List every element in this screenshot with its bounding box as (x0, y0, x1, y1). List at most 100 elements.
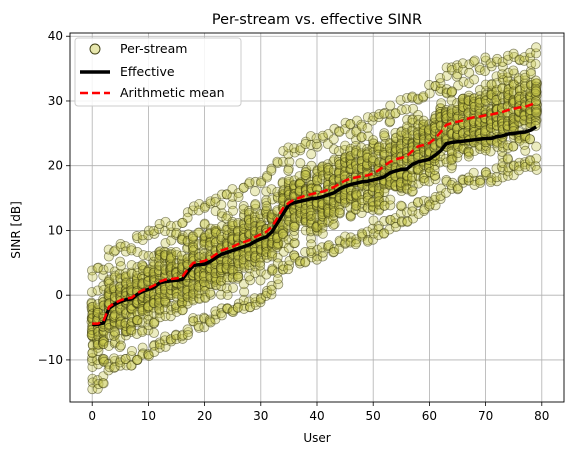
per-stream-point (103, 262, 114, 273)
per-stream-point (475, 177, 486, 188)
per-stream-point (250, 199, 261, 210)
per-stream-point (502, 153, 513, 164)
per-stream-point (115, 238, 126, 249)
y-tick-label: 20 (48, 159, 63, 173)
per-stream-point (87, 271, 98, 282)
per-stream-point (126, 245, 137, 256)
per-stream-point (143, 325, 154, 336)
x-tick-label: 80 (534, 409, 549, 423)
per-stream-point (98, 378, 109, 389)
per-stream-point (110, 245, 121, 256)
per-stream-point (137, 317, 148, 328)
per-stream-point (153, 223, 164, 234)
per-stream-point (205, 287, 216, 298)
per-stream-point (149, 318, 160, 329)
per-stream-point (385, 194, 396, 205)
per-stream-point (92, 263, 103, 274)
per-stream-point (266, 165, 277, 176)
per-stream-point (137, 326, 148, 337)
per-stream-point (182, 324, 193, 335)
legend-marker-per-stream (89, 43, 101, 55)
per-stream-point (228, 205, 239, 216)
per-stream-point (530, 59, 541, 70)
per-stream-point (272, 274, 283, 285)
per-stream-point (283, 165, 294, 176)
per-stream-point (227, 282, 238, 293)
per-stream-point (468, 167, 479, 178)
per-stream-point (525, 134, 536, 145)
per-stream-point (92, 342, 103, 353)
legend-label-per-stream: Per-stream (120, 41, 187, 56)
per-stream-point (182, 330, 193, 341)
per-stream-point (149, 346, 160, 357)
per-stream-point (126, 345, 137, 356)
per-stream-point (530, 75, 541, 86)
per-stream-point (531, 86, 542, 97)
chart-title: Per-stream vs. effective SINR (212, 12, 422, 28)
y-tick-label: 30 (48, 94, 63, 108)
y-tick-label: 0 (55, 288, 63, 302)
x-tick-label: 60 (422, 409, 437, 423)
per-stream-point (108, 330, 119, 341)
per-stream-point (86, 287, 97, 298)
legend-label-mean: Arithmetic mean (120, 85, 225, 100)
per-stream-point (171, 246, 182, 257)
per-stream-point (205, 317, 216, 328)
per-stream-point (98, 264, 109, 275)
per-stream-point (531, 153, 542, 164)
per-stream-point (114, 342, 125, 353)
per-stream-point (160, 238, 171, 249)
per-stream-point (120, 354, 131, 365)
per-stream-point (148, 225, 159, 236)
per-stream-point (148, 327, 159, 338)
per-stream-point (520, 145, 531, 156)
x-tick-label: 10 (141, 409, 156, 423)
per-stream-point (131, 328, 142, 339)
per-stream-point (328, 219, 339, 230)
per-stream-point (132, 247, 143, 258)
per-stream-point (283, 264, 294, 275)
y-axis-label: SINR [dB] (9, 201, 23, 259)
x-tick-label: 40 (309, 409, 324, 423)
per-stream-point (508, 65, 519, 76)
legend-label-effective: Effective (120, 64, 175, 79)
per-stream-point (98, 339, 109, 350)
per-stream-point (177, 305, 188, 316)
y-tick-label: 10 (48, 223, 63, 237)
x-tick-label: 70 (478, 409, 493, 423)
per-stream-point (138, 250, 149, 261)
per-stream-point (115, 340, 126, 351)
per-stream-point (109, 246, 120, 257)
y-tick-label: −10 (38, 353, 63, 367)
per-stream-point (350, 239, 361, 250)
per-stream-point (182, 212, 193, 223)
per-stream-point (171, 220, 182, 231)
per-stream-point (306, 149, 317, 160)
per-stream-point (193, 321, 204, 332)
per-stream-point (172, 288, 183, 299)
x-axis-label: User (303, 431, 330, 445)
per-stream-point (154, 218, 165, 229)
x-tick-label: 0 (88, 409, 96, 423)
x-tick-label: 30 (253, 409, 268, 423)
x-tick-label: 20 (197, 409, 212, 423)
per-stream-point (233, 191, 244, 202)
per-stream-point (250, 186, 261, 197)
legend: Per-stream Effective Arithmetic mean (74, 37, 242, 107)
per-stream-point (92, 375, 103, 386)
per-stream-point (317, 228, 328, 239)
per-stream-point (126, 360, 137, 371)
per-stream-point (469, 74, 480, 85)
per-stream-point (110, 327, 121, 338)
per-stream-point (115, 261, 126, 272)
per-stream-point (216, 199, 227, 210)
x-tick-label: 50 (366, 409, 381, 423)
per-stream-point (143, 320, 154, 331)
per-stream-point (531, 141, 542, 152)
per-stream-point (255, 260, 266, 271)
scatter-points (86, 42, 542, 395)
per-stream-point (531, 164, 542, 175)
per-stream-point (334, 207, 345, 218)
per-stream-point (143, 351, 154, 362)
